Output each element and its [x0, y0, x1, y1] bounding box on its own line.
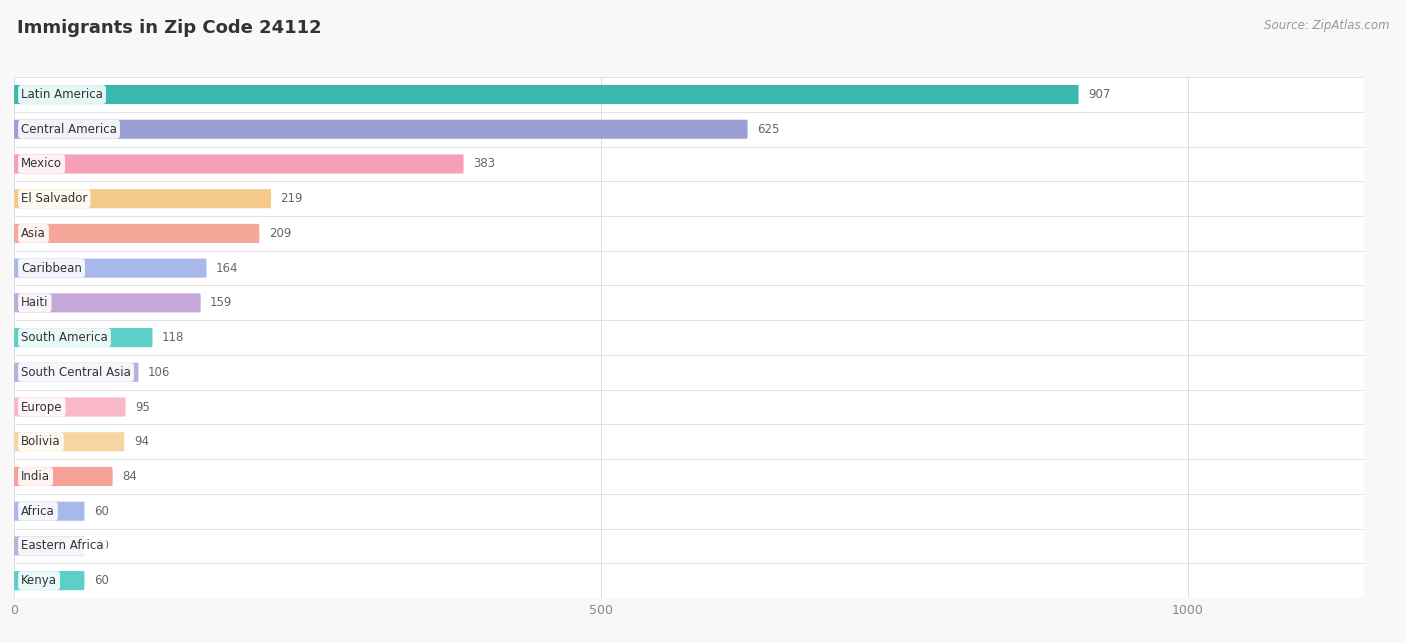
Text: South Central Asia: South Central Asia: [21, 366, 131, 379]
Text: 164: 164: [217, 262, 239, 275]
Bar: [14, 390, 1364, 424]
FancyBboxPatch shape: [14, 258, 207, 278]
Text: South America: South America: [21, 331, 108, 344]
Text: Caribbean: Caribbean: [21, 262, 82, 275]
FancyBboxPatch shape: [14, 397, 125, 417]
FancyBboxPatch shape: [14, 85, 1078, 104]
Bar: [14, 529, 1364, 563]
Bar: [14, 181, 1364, 216]
Text: 625: 625: [756, 123, 779, 136]
Text: 209: 209: [269, 227, 291, 240]
Bar: [14, 320, 1364, 355]
Text: 907: 907: [1088, 88, 1111, 101]
FancyBboxPatch shape: [14, 571, 84, 590]
Text: Africa: Africa: [21, 505, 55, 518]
Text: Immigrants in Zip Code 24112: Immigrants in Zip Code 24112: [17, 19, 322, 37]
Text: 159: 159: [209, 296, 232, 309]
FancyBboxPatch shape: [14, 154, 464, 174]
Text: Central America: Central America: [21, 123, 117, 136]
Text: Source: ZipAtlas.com: Source: ZipAtlas.com: [1264, 19, 1389, 32]
Text: 94: 94: [134, 435, 149, 448]
Bar: [14, 285, 1364, 320]
Bar: [14, 355, 1364, 390]
Bar: [14, 563, 1364, 598]
Bar: [14, 112, 1364, 147]
Text: El Salvador: El Salvador: [21, 192, 87, 205]
FancyBboxPatch shape: [14, 120, 748, 139]
Bar: [14, 459, 1364, 494]
Text: Mexico: Mexico: [21, 158, 62, 170]
FancyBboxPatch shape: [14, 363, 138, 382]
Text: 95: 95: [135, 401, 150, 413]
Text: 60: 60: [94, 505, 108, 518]
FancyBboxPatch shape: [14, 502, 84, 521]
FancyBboxPatch shape: [14, 536, 84, 556]
Text: 60: 60: [94, 539, 108, 552]
Text: 106: 106: [148, 366, 170, 379]
Text: Asia: Asia: [21, 227, 46, 240]
Text: 118: 118: [162, 331, 184, 344]
Bar: [14, 494, 1364, 529]
Bar: [14, 216, 1364, 251]
Text: Eastern Africa: Eastern Africa: [21, 539, 104, 552]
Bar: [14, 424, 1364, 459]
Text: 219: 219: [280, 192, 302, 205]
Bar: [14, 77, 1364, 112]
Text: Latin America: Latin America: [21, 88, 103, 101]
Text: 60: 60: [94, 574, 108, 587]
Text: 383: 383: [472, 158, 495, 170]
FancyBboxPatch shape: [14, 224, 259, 243]
FancyBboxPatch shape: [14, 189, 271, 208]
Bar: [14, 251, 1364, 285]
Text: Europe: Europe: [21, 401, 63, 413]
Text: Kenya: Kenya: [21, 574, 58, 587]
Text: India: India: [21, 470, 51, 483]
FancyBboxPatch shape: [14, 467, 112, 486]
Text: Haiti: Haiti: [21, 296, 49, 309]
Bar: [14, 147, 1364, 181]
FancyBboxPatch shape: [14, 432, 124, 451]
FancyBboxPatch shape: [14, 293, 201, 312]
Text: Bolivia: Bolivia: [21, 435, 60, 448]
FancyBboxPatch shape: [14, 328, 153, 347]
Text: 84: 84: [122, 470, 136, 483]
